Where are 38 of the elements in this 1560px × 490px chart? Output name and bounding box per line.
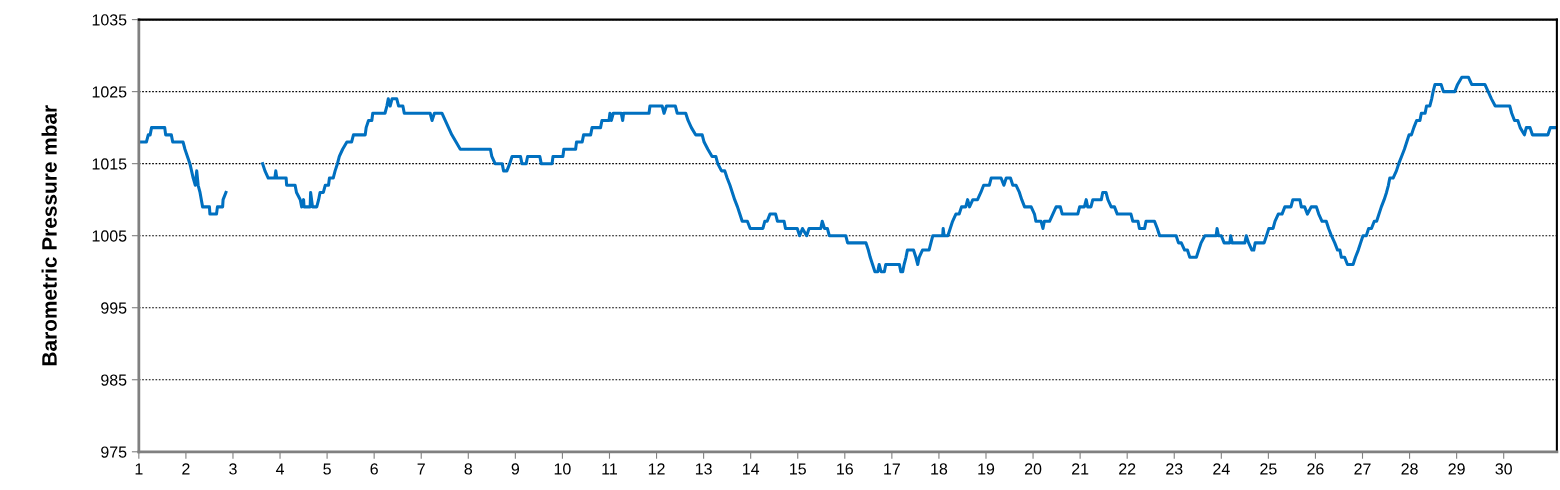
x-tick-label: 17: [884, 463, 900, 475]
x-tick-label: 11: [602, 463, 617, 475]
x-tick-label: 3: [229, 463, 237, 475]
x-tick-label: 14: [743, 463, 760, 475]
y-tick-label: 1015: [92, 158, 127, 170]
x-tick-label: 24: [1213, 463, 1230, 475]
x-tick-label: 27: [1354, 463, 1371, 475]
x-tick-label: 9: [511, 463, 520, 475]
x-tick-label: 19: [978, 463, 995, 475]
x-tick-label: 29: [1448, 463, 1465, 475]
x-tick-label: 26: [1307, 463, 1324, 475]
y-tick-label: 1025: [92, 86, 127, 98]
y-tick-label: 1035: [92, 14, 127, 26]
y-tick-label: 995: [101, 302, 127, 314]
y-tick-label: 1005: [92, 230, 127, 242]
x-tick-label: 10: [554, 463, 571, 475]
x-tick-label: 2: [182, 463, 190, 475]
x-tick-label: 25: [1260, 463, 1277, 475]
x-tick-label: 6: [370, 463, 378, 475]
x-tick-label: 30: [1495, 463, 1512, 475]
x-tick-label: 20: [1024, 463, 1042, 475]
x-tick-label: 13: [695, 463, 712, 475]
x-tick-label: 7: [417, 463, 425, 475]
x-tick-label: 18: [931, 463, 948, 475]
x-tick-label: 21: [1072, 463, 1089, 475]
x-tick-label: 22: [1119, 463, 1136, 475]
x-tick-label: 8: [464, 463, 473, 475]
y-tick-label: 985: [101, 374, 127, 386]
x-tick-label: 16: [837, 463, 853, 475]
x-tick-label: 5: [323, 463, 331, 475]
x-tick-label: 15: [790, 463, 806, 475]
x-tick-label: 1: [135, 463, 143, 475]
y-tick-label: 975: [101, 446, 127, 458]
x-tick-label: 4: [275, 463, 285, 475]
x-tick-label: 23: [1166, 463, 1183, 475]
x-tick-label: 28: [1401, 463, 1418, 475]
x-tick-label: 12: [648, 463, 665, 475]
y-axis-title: Barometric Pressure mbar: [41, 105, 57, 366]
